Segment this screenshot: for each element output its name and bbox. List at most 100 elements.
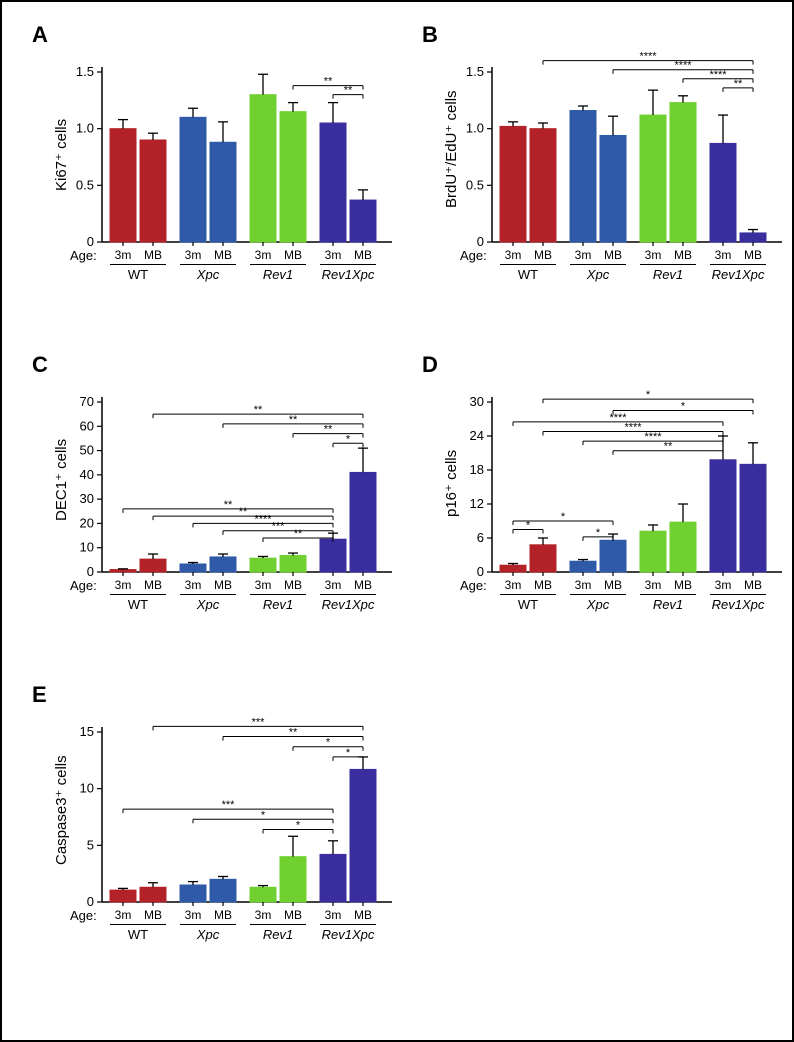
svg-text:30: 30 <box>470 394 484 409</box>
group-label-B-1: Xpc <box>570 267 626 282</box>
svg-text:70: 70 <box>80 394 94 409</box>
svg-text:****: **** <box>254 513 272 525</box>
svg-text:****: **** <box>709 69 727 81</box>
group-label-C-1: Xpc <box>180 597 236 612</box>
svg-text:5: 5 <box>87 837 94 852</box>
group-underline-E-3 <box>320 924 376 925</box>
svg-text:18: 18 <box>470 462 484 477</box>
svg-text:1.5: 1.5 <box>76 64 94 79</box>
age-tick-E-0: 3m <box>111 908 135 922</box>
group-label-A-2: Rev1 <box>250 267 306 282</box>
age-tick-C-2: 3m <box>181 578 205 592</box>
group-underline-B-2 <box>640 264 696 265</box>
age-tick-B-6: 3m <box>711 248 735 262</box>
age-tick-E-3: MB <box>211 908 235 922</box>
svg-text:1.5: 1.5 <box>466 64 484 79</box>
panel-label-A: A <box>32 22 48 48</box>
age-tick-B-1: MB <box>531 248 555 262</box>
svg-text:24: 24 <box>470 428 484 443</box>
group-underline-A-2 <box>250 264 306 265</box>
svg-text:**: ** <box>324 76 333 88</box>
age-tick-B-2: 3m <box>571 248 595 262</box>
svg-text:1.0: 1.0 <box>76 121 94 136</box>
age-tick-D-0: 3m <box>501 578 525 592</box>
panel-label-E: E <box>32 682 47 708</box>
age-tick-B-4: 3m <box>641 248 665 262</box>
group-label-A-1: Xpc <box>180 267 236 282</box>
age-tick-B-5: MB <box>671 248 695 262</box>
age-tick-D-1: MB <box>531 578 555 592</box>
svg-text:*: * <box>261 809 266 821</box>
age-tick-C-4: 3m <box>251 578 275 592</box>
svg-text:*: * <box>326 737 331 749</box>
panel-label-D: D <box>422 352 438 378</box>
group-label-B-0: WT <box>500 267 556 282</box>
svg-text:**: ** <box>734 78 743 90</box>
age-tick-A-0: 3m <box>111 248 135 262</box>
svg-text:**: ** <box>239 506 248 518</box>
age-tick-C-1: MB <box>141 578 165 592</box>
svg-text:***: *** <box>272 521 286 533</box>
group-label-C-3: Rev1Xpc <box>320 597 376 612</box>
svg-text:0.5: 0.5 <box>76 177 94 192</box>
svg-text:**: ** <box>289 727 298 739</box>
panel-C: CDEC1⁺ cells010203040506070*************… <box>32 352 412 652</box>
group-label-D-3: Rev1Xpc <box>710 597 766 612</box>
age-tick-A-7: MB <box>351 248 375 262</box>
svg-text:*: * <box>681 401 686 413</box>
group-underline-D-1 <box>570 594 626 595</box>
age-tick-E-4: 3m <box>251 908 275 922</box>
svg-text:*: * <box>346 747 351 759</box>
group-label-E-3: Rev1Xpc <box>320 927 376 942</box>
svg-text:0: 0 <box>477 234 484 249</box>
svg-text:12: 12 <box>470 496 484 511</box>
age-tick-D-4: 3m <box>641 578 665 592</box>
svg-text:0: 0 <box>87 564 94 579</box>
svg-text:0: 0 <box>87 234 94 249</box>
svg-text:****: **** <box>639 51 657 63</box>
chart-B: 00.51.01.5************** <box>457 32 794 257</box>
age-tick-C-6: 3m <box>321 578 345 592</box>
figure-container: AKi67⁺ cells00.51.01.5****Age:3mMB3mMB3m… <box>0 0 794 1042</box>
svg-text:***: *** <box>222 799 236 811</box>
group-underline-E-0 <box>110 924 166 925</box>
age-tick-C-0: 3m <box>111 578 135 592</box>
group-underline-D-3 <box>710 594 766 595</box>
svg-text:15: 15 <box>80 724 94 739</box>
group-label-D-2: Rev1 <box>640 597 696 612</box>
group-label-E-2: Rev1 <box>250 927 306 942</box>
group-label-A-0: WT <box>110 267 166 282</box>
svg-text:**: ** <box>324 424 333 436</box>
group-underline-C-2 <box>250 594 306 595</box>
age-tick-A-6: 3m <box>321 248 345 262</box>
svg-text:50: 50 <box>80 443 94 458</box>
svg-text:60: 60 <box>80 418 94 433</box>
age-tick-E-7: MB <box>351 908 375 922</box>
group-label-B-3: Rev1Xpc <box>710 267 766 282</box>
age-label-B: Age: <box>460 248 487 263</box>
age-tick-A-4: 3m <box>251 248 275 262</box>
svg-text:6: 6 <box>477 530 484 545</box>
group-underline-B-0 <box>500 264 556 265</box>
svg-text:0.5: 0.5 <box>466 177 484 192</box>
group-label-D-1: Xpc <box>570 597 626 612</box>
age-label-D: Age: <box>460 578 487 593</box>
svg-text:**: ** <box>344 85 353 97</box>
group-underline-B-3 <box>710 264 766 265</box>
group-underline-E-2 <box>250 924 306 925</box>
age-label-A: Age: <box>70 248 97 263</box>
group-underline-C-1 <box>180 594 236 595</box>
svg-text:**: ** <box>224 499 233 511</box>
svg-text:**: ** <box>289 414 298 426</box>
panel-label-B: B <box>422 22 438 48</box>
age-tick-C-7: MB <box>351 578 375 592</box>
group-label-C-2: Rev1 <box>250 597 306 612</box>
age-tick-C-5: MB <box>281 578 305 592</box>
svg-text:****: **** <box>644 431 662 443</box>
group-underline-E-1 <box>180 924 236 925</box>
age-tick-D-2: 3m <box>571 578 595 592</box>
svg-text:*: * <box>346 433 351 445</box>
age-tick-B-7: MB <box>741 248 765 262</box>
age-tick-D-5: MB <box>671 578 695 592</box>
age-tick-E-1: MB <box>141 908 165 922</box>
